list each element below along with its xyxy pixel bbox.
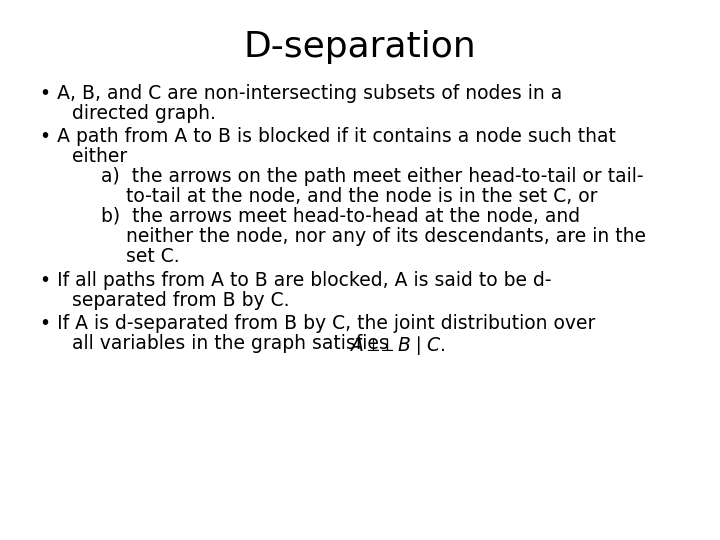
Text: • If A is d-separated from B by C, the joint distribution over: • If A is d-separated from B by C, the j…: [40, 314, 595, 333]
Text: to-tail at the node, and the node is in the set C, or: to-tail at the node, and the node is in …: [126, 187, 598, 206]
Text: either: either: [72, 147, 127, 166]
Text: directed graph.: directed graph.: [72, 104, 216, 123]
Text: b)  the arrows meet head-to-head at the node, and: b) the arrows meet head-to-head at the n…: [101, 207, 580, 226]
Text: • If all paths from A to B are blocked, A is said to be d-: • If all paths from A to B are blocked, …: [40, 271, 551, 290]
Text: • A path from A to B is blocked if it contains a node such that: • A path from A to B is blocked if it co…: [40, 127, 616, 146]
Text: neither the node, nor any of its descendants, are in the: neither the node, nor any of its descend…: [126, 227, 646, 246]
Text: separated from B by C.: separated from B by C.: [72, 291, 289, 310]
Text: all variables in the graph satisfies: all variables in the graph satisfies: [72, 334, 389, 353]
Text: • A, B, and C are non-intersecting subsets of nodes in a: • A, B, and C are non-intersecting subse…: [40, 84, 562, 103]
Text: set C.: set C.: [126, 247, 179, 266]
Text: D-separation: D-separation: [243, 30, 477, 64]
Text: a)  the arrows on the path meet either head-to-tail or tail-: a) the arrows on the path meet either he…: [101, 167, 643, 186]
Text: $A \perp\!\!\perp B \mid C.$: $A \perp\!\!\perp B \mid C.$: [349, 334, 446, 357]
